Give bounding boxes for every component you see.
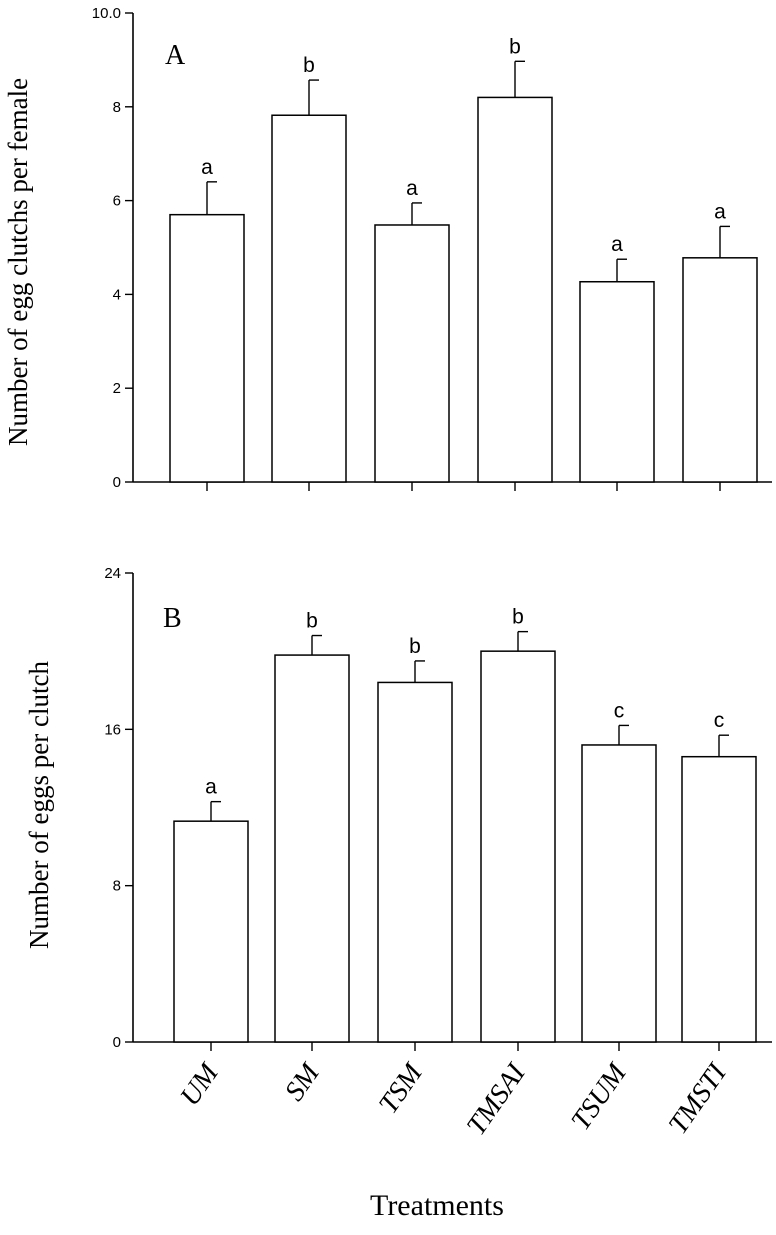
category-label-tmsti: TMSTI (663, 1057, 734, 1140)
panel-b: 0 8 16 24 a b b b c c UM SM TSM TMSAI TSUM TMSTI B Nu… (24, 565, 772, 1222)
bar-tmsti (681, 755, 757, 1043)
bar-um (169, 213, 245, 483)
panel-b-x-axis-label: Treatments (370, 1189, 504, 1222)
significance-letter: b (303, 54, 315, 77)
bar-tsm (377, 681, 453, 1043)
significance-letter: b (512, 606, 524, 629)
panel-b-bars: a b b b c c (173, 606, 757, 1043)
bar-tmsti (682, 257, 758, 483)
y-tick-label: 16 (104, 721, 121, 738)
panel-b-y-ticks: 0 8 16 24 (104, 565, 133, 1051)
y-tick-label: 4 (113, 286, 121, 303)
panel-a: 0 2 4 6 8 10.0 a b a b a a A Number of egg clutchs… (3, 5, 772, 491)
panel-a-bars: a b a b a a (169, 35, 758, 483)
bar-tsum (579, 280, 655, 483)
bar-tmsai (477, 96, 553, 483)
significance-letter: a (611, 233, 623, 256)
panel-a-label: A (165, 40, 186, 71)
panel-a-y-axis-label: Number of egg clutchs per female (3, 78, 33, 446)
bar-tsm (374, 224, 450, 483)
bar-tsum (581, 744, 657, 1043)
significance-letter: a (714, 200, 726, 223)
y-tick-label: 0 (113, 474, 121, 491)
y-tick-label: 24 (104, 565, 121, 582)
panel-a-y-ticks: 0 2 4 6 8 10.0 (92, 5, 133, 491)
significance-letter: a (205, 776, 217, 799)
category-label-tsum: TSUM (565, 1057, 633, 1136)
bar-sm (271, 114, 347, 483)
significance-letter: c (714, 709, 725, 732)
y-tick-label: 0 (113, 1034, 121, 1051)
y-tick-label: 8 (113, 99, 121, 116)
panel-b-label: B (163, 603, 182, 634)
category-label-tsm: TSM (373, 1057, 430, 1119)
y-tick-label: 6 (113, 193, 121, 210)
significance-letter: c (614, 699, 625, 722)
significance-letter: b (409, 635, 421, 658)
panel-b-x-ticks (210, 1042, 720, 1051)
category-label-um: UM (174, 1057, 225, 1112)
bar-sm (274, 654, 350, 1043)
panel-b-category-labels: UM SM TSM TMSAI TSUM TMSTI (174, 1057, 733, 1141)
category-label-sm: SM (279, 1057, 327, 1107)
y-tick-label: 10.0 (92, 5, 121, 22)
y-tick-label: 2 (113, 380, 121, 397)
panel-a-x-ticks (206, 482, 721, 491)
y-tick-label: 8 (113, 878, 121, 895)
significance-letter: b (509, 35, 521, 58)
bar-tmsai (480, 650, 556, 1043)
significance-letter: a (201, 156, 213, 179)
bar-um (173, 820, 249, 1043)
significance-letter: a (406, 177, 418, 200)
panel-b-y-axis-label: Number of eggs per clutch (24, 661, 54, 949)
category-label-tmsai: TMSAI (461, 1057, 533, 1141)
significance-letter: b (306, 610, 318, 633)
